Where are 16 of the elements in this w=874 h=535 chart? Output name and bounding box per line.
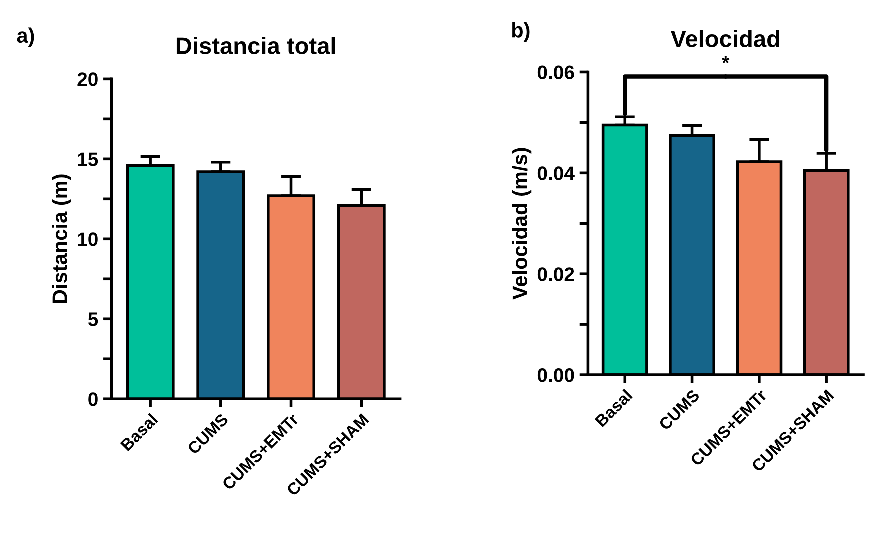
y-tick-label: 0.02 xyxy=(538,268,574,282)
y-tick-label: 0 xyxy=(88,392,98,406)
y-axis-title: Velocidad (m/s) xyxy=(512,148,532,300)
y-tick-label: 0.00 xyxy=(538,368,574,382)
y-tick-label: 5 xyxy=(88,312,98,326)
annotation: * xyxy=(722,56,730,64)
text: b) xyxy=(512,22,530,42)
y-tick-label: 0.04 xyxy=(538,166,575,180)
y-tick-label: 0.06 xyxy=(538,66,574,80)
y-tick-label: 20 xyxy=(78,72,98,86)
text: a) xyxy=(17,28,34,48)
chart-title: Distancia total xyxy=(176,37,336,54)
y-tick-label: 10 xyxy=(78,232,98,246)
chart-title: Velocidad xyxy=(670,30,780,48)
y-tick-label: 15 xyxy=(78,152,98,166)
y-axis-title: Distancia (m) xyxy=(52,174,72,304)
